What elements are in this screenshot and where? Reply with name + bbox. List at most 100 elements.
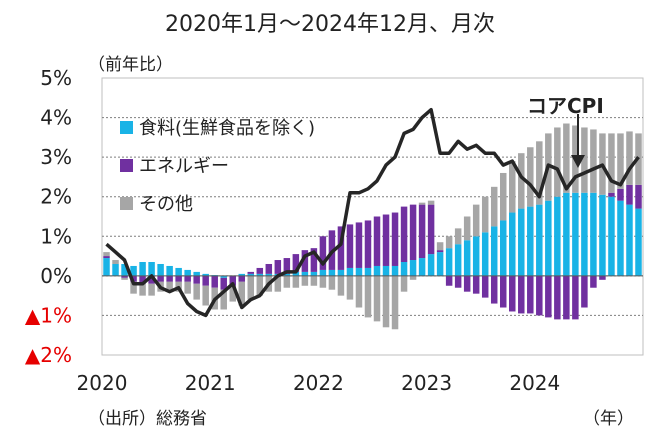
bar-food [563,192,570,276]
bar-other [436,242,444,251]
bar-food [139,262,146,276]
bar-food [409,260,417,276]
bar-other [382,275,390,328]
legend-label-energy: エネルギー [139,156,229,177]
bar-other [139,283,146,296]
bar-other [166,281,173,290]
bar-food [166,265,173,276]
bar-energy [157,275,164,282]
bar-other [481,196,489,233]
bar-other [193,283,200,300]
bar-energy [211,275,218,288]
bar-energy [427,204,435,255]
bar-other [509,161,516,213]
bar-food [572,192,579,276]
y-tick-label: ▲1% [25,303,72,327]
bar-food [635,208,642,276]
bar-other [310,275,318,286]
bar-food [400,262,408,276]
bar-energy [301,250,309,272]
bar-food [418,258,426,276]
bar-energy [563,275,570,320]
bar-energy [265,263,273,274]
bar-energy [463,275,471,292]
bar-food [103,258,110,276]
bar-other [400,275,408,292]
bar-food [148,262,155,276]
bar-other [617,133,624,189]
bar-energy [274,260,282,274]
bar-food [256,273,264,276]
bar-energy [472,275,480,294]
bar-food [319,269,327,276]
bar-food [292,271,300,276]
bar-other [274,275,282,292]
bar-energy [554,275,561,320]
bar-other [391,275,399,330]
annotation-arrowhead [571,155,585,168]
bar-energy [590,275,597,288]
bar-other [328,275,336,290]
bar-energy [364,220,372,268]
bar-energy [355,222,363,268]
source-note: （出所）総務省 [88,409,207,429]
bar-other [355,275,363,308]
bar-energy [418,204,426,259]
bar-energy [103,256,110,259]
bar-energy [319,236,327,270]
x-tick-label: 2021 [185,371,236,395]
core-cpi-annotation: コアCPI [527,94,604,118]
bar-energy [481,275,489,298]
bar-other [121,277,128,280]
bar-energy [256,267,264,274]
bar-food [373,265,381,276]
bar-food [175,267,182,276]
bar-energy [283,258,291,274]
bar-food [247,273,255,276]
bar-energy [193,275,200,284]
x-tick-label: 2024 [509,371,560,395]
bar-food [527,206,534,276]
bar-other [319,275,327,288]
bar-food [509,212,516,276]
bar-energy [400,206,408,263]
y-tick-label: 1% [40,224,72,248]
bar-food [355,267,363,276]
bar-food [382,265,390,276]
bar-food [626,204,633,276]
bar-other [301,275,309,286]
y-tick-label: 3% [40,145,72,169]
bar-energy [310,248,318,272]
bar-food [130,265,137,276]
bar-other [536,141,543,205]
bar-food [193,271,200,276]
legend-swatch-food [120,120,133,134]
bar-food [391,265,399,276]
bar-energy [545,275,552,318]
legend-item-food: 食料(生鮮食品を除く) [120,108,315,146]
bar-other [590,129,597,193]
bar-food [536,204,543,276]
bar-food [463,240,471,276]
bar-energy [409,204,417,261]
bar-energy [617,188,624,201]
bar-energy [202,275,209,286]
y-tick-label: ▲2% [25,343,72,367]
bar-other [364,275,372,318]
bar-food [436,252,444,276]
bar-energy [292,254,300,272]
bar-food [481,232,489,276]
bar-energy [608,192,615,197]
bar-other [499,172,507,221]
bar-energy [346,224,354,268]
bar-energy [247,271,255,274]
x-tick-label: 2020 [77,371,128,395]
bar-other [463,216,471,241]
bar-food [490,226,498,276]
bar-other [409,275,417,280]
bar-energy [229,275,236,286]
chart-legend: 食料(生鮮食品を除く) エネルギー その他 [120,108,315,222]
legend-swatch-other [120,196,133,210]
bar-energy [499,275,507,308]
